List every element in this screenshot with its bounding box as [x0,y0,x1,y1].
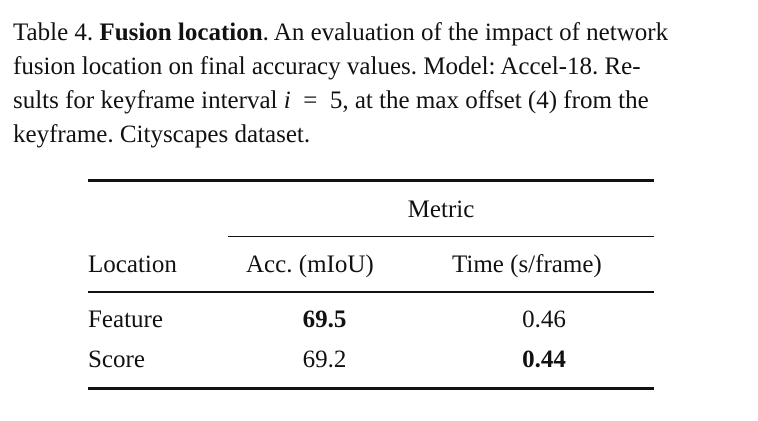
caption-math-variable: i [283,87,291,114]
metric-group-rule [228,236,654,237]
table-bottom-rule [88,387,654,390]
row-score-location: Score [88,346,145,373]
header-accuracy: Acc. (mIoU) [246,251,374,278]
metric-group-header: Metric [407,196,475,223]
row-feature-location: Feature [88,306,163,333]
header-time: Time (s/frame) [452,251,602,278]
caption-line-2: fusion location on final accuracy values… [13,50,743,84]
caption-line-1: Table 4. Fusion location. An evaluation … [13,16,743,50]
caption-line-2-text: fusion location on final accuracy values… [13,53,641,80]
caption-line-3-text: sults for keyframe interval i = 5, at th… [13,84,649,118]
table-caption: Table 4. Fusion location. An evaluation … [13,16,743,152]
caption-line-1-text: Table 4. Fusion location. An evaluation … [13,16,668,50]
caption-line-4: keyframe. Cityscapes dataset. [13,118,743,152]
caption-line-3-post: 5, at the max offset (4) from the [329,87,649,114]
caption-line-4-text: keyframe. Cityscapes dataset. [13,121,311,148]
caption-line-1-rest: . An evaluation of the impact of network [262,19,669,46]
caption-label: Table 4. [13,19,94,46]
row-feature-accuracy: 69.5 [302,306,347,333]
caption-line-3: sults for keyframe interval i = 5, at th… [13,84,743,118]
row-feature-time: 0.46 [522,306,566,333]
caption-math-equals: = [303,87,318,114]
table-mid-rule [88,291,654,293]
table-top-rule [88,179,654,182]
row-score-time: 0.44 [522,346,566,373]
header-location: Location [88,251,177,278]
row-score-accuracy: 69.2 [302,346,347,373]
caption-line-3-pre: sults for keyframe interval [13,87,278,114]
caption-title: Fusion location [99,19,263,46]
